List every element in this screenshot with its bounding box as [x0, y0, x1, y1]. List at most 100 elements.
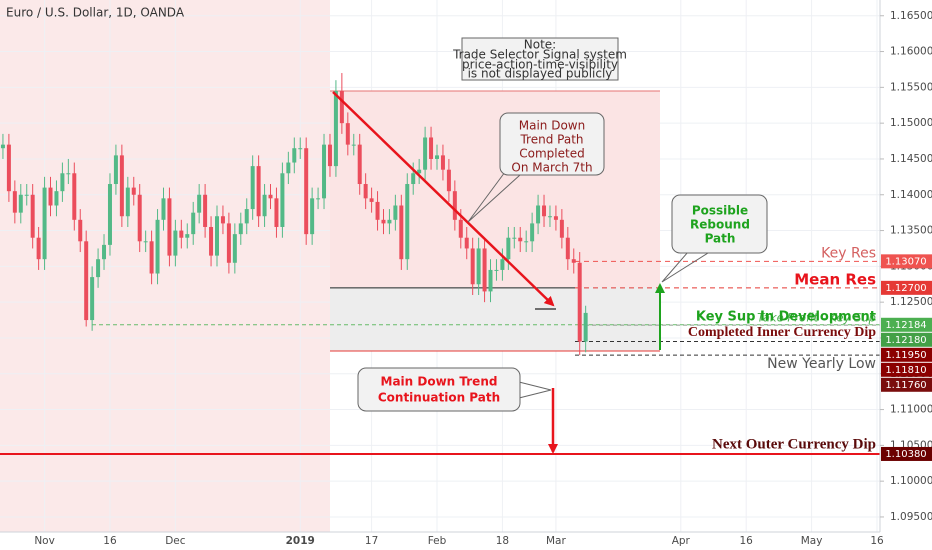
candle-body — [583, 312, 588, 342]
callout-line: On March 7th — [511, 161, 592, 175]
candle-body — [137, 194, 142, 242]
candle-body — [113, 155, 118, 185]
time-axis — [0, 532, 880, 550]
y-tick-label: 1.14500 — [890, 153, 932, 165]
candle-body — [173, 230, 178, 256]
candle-body — [488, 269, 493, 292]
candle-body — [268, 194, 273, 199]
candle-body — [304, 148, 309, 235]
candle-body — [357, 144, 362, 185]
price-tag — [881, 332, 932, 347]
candle-body — [155, 219, 160, 274]
callout-line: Possible — [692, 204, 748, 218]
candle-body — [512, 237, 517, 239]
candle-body — [119, 155, 124, 217]
candle-body — [452, 191, 457, 220]
price-tag-label: 1.12184 — [885, 320, 926, 331]
price-tag-label: 1.11760 — [885, 380, 926, 391]
level-label: Completed Inner Currency Dip — [688, 325, 876, 340]
callout-line: Main Down — [519, 119, 585, 133]
note-line: price-action-time-visibility — [462, 58, 618, 72]
x-tick-label: Mar — [546, 535, 566, 547]
level-label: Take Profit - Key Sup — [757, 310, 876, 324]
candle-body — [482, 248, 487, 292]
candle-body — [30, 194, 35, 238]
candle-body — [191, 212, 196, 235]
x-tick-label: Nov — [34, 535, 55, 547]
price-tag — [881, 347, 932, 362]
y-tick-label: 1.10000 — [890, 475, 932, 487]
candle-body — [553, 216, 558, 220]
price-tag-label: 1.10380 — [885, 449, 926, 460]
candle-body — [238, 223, 243, 235]
price-tag-label: 1.11950 — [885, 350, 926, 361]
candle-body — [226, 223, 231, 263]
callout-line: Completed — [519, 147, 584, 161]
candle-body — [90, 277, 95, 321]
x-tick-label: Apr — [672, 535, 691, 547]
note-line: Trade Selector Signal system — [452, 48, 627, 62]
candle-body — [60, 173, 65, 192]
range-shade — [330, 91, 660, 287]
price-tag-label: 1.11810 — [885, 365, 926, 376]
candle-body — [351, 144, 356, 146]
candle-body — [500, 259, 505, 270]
candle-body — [179, 230, 184, 238]
y-tick-label: 1.09500 — [890, 511, 932, 523]
candle-body — [577, 262, 582, 342]
candle-body — [215, 216, 219, 256]
candle-body — [48, 187, 53, 206]
level-label: Mean Res — [794, 270, 876, 288]
level-label: Next Outer Currency Dip — [712, 436, 876, 452]
candle-body — [381, 219, 386, 224]
y-tick-label: 1.13500 — [890, 225, 932, 237]
candle-body — [458, 219, 463, 238]
x-tick-label: Dec — [165, 535, 186, 547]
candle-body — [256, 166, 261, 217]
candle-body — [131, 187, 136, 195]
candle-body — [96, 259, 101, 278]
candle-body — [375, 201, 380, 220]
x-tick-label: 18 — [496, 535, 509, 547]
candle-body — [399, 205, 404, 260]
y-tick-label: 1.14000 — [890, 189, 932, 201]
candle-body — [18, 194, 23, 213]
continuation-callout: Main Down Trend Continuation Path — [357, 367, 552, 412]
completed-callout: Main Down Trend Path Completed On March … — [467, 112, 605, 223]
candle-body — [6, 144, 11, 192]
x-tick-label: 16 — [103, 535, 117, 547]
candle-body — [54, 191, 59, 206]
rebound-callout: Possible Rebound Path — [661, 194, 768, 283]
candle-body — [292, 148, 297, 163]
candle-body — [185, 234, 190, 238]
callout-line: Trend Path — [519, 133, 583, 147]
candle-body — [536, 205, 541, 224]
candle-body — [102, 244, 107, 260]
y-tick-label: 1.11000 — [890, 404, 932, 416]
level-label: Key Sup In Development — [696, 310, 876, 325]
price-tag — [881, 377, 932, 392]
price-tag — [881, 446, 932, 461]
candle-body — [203, 194, 208, 227]
candle-body — [476, 248, 481, 285]
candle-body — [417, 169, 422, 174]
candle-body — [542, 205, 547, 217]
candle-body — [339, 90, 344, 124]
candle-body — [316, 198, 321, 200]
price-tag-label: 1.12180 — [885, 335, 926, 346]
candle-body — [435, 155, 439, 159]
price-tag — [881, 362, 932, 377]
note-box: Note: Trade Selector Signal system price… — [452, 37, 627, 81]
candle-body — [280, 173, 285, 227]
candle-body — [12, 191, 17, 213]
candle-body — [209, 226, 214, 256]
x-tick-label: 16 — [870, 535, 884, 547]
candle-body — [327, 144, 332, 167]
candle-body — [559, 219, 564, 238]
candle-body — [107, 184, 112, 245]
candle-body — [310, 198, 315, 235]
callout-line: Main Down Trend — [381, 375, 498, 389]
callout-line: Rebound — [690, 218, 750, 232]
candle-body — [161, 198, 166, 220]
